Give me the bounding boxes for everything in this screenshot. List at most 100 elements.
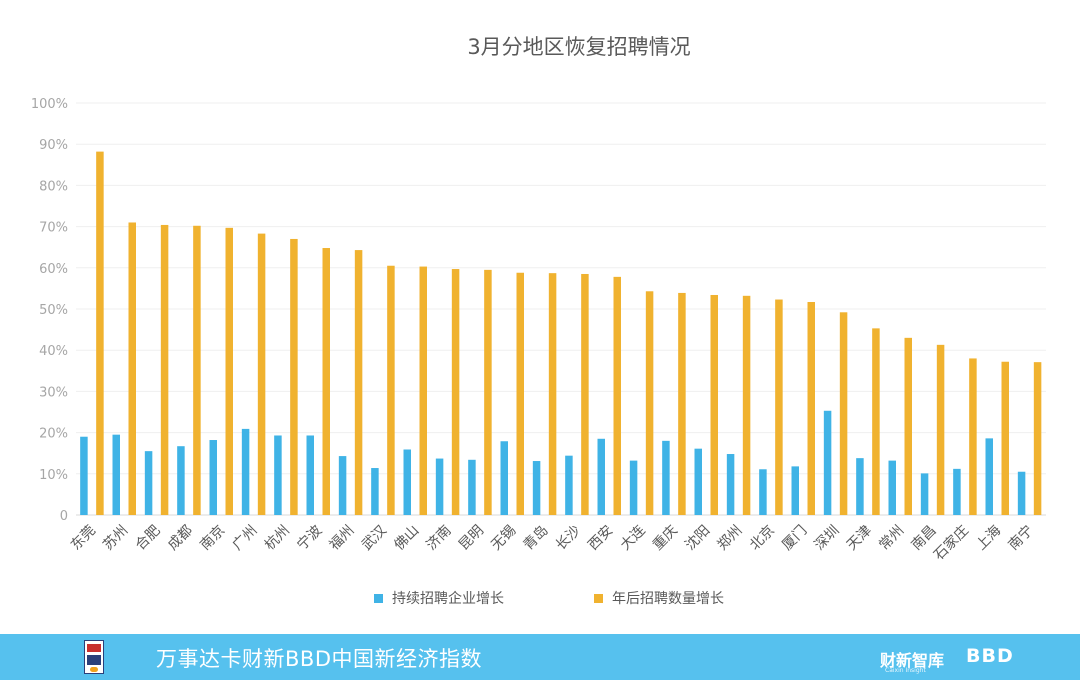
x-tick-label: 天津 <box>844 523 875 554</box>
x-tick-label: 济南 <box>424 523 455 554</box>
x-tick-label: 苏州 <box>100 523 131 554</box>
bar-series1 <box>274 435 282 515</box>
x-tick-label: 宁波 <box>294 522 326 554</box>
caixin-insight-subtitle: Caixin Insight <box>885 667 926 674</box>
bar-series1 <box>565 455 573 515</box>
x-axis: 东莞 苏州 合肥 成都 南京 广州 杭州 宁波 福州 武汉 佛山 济南 昆明 无锡 青岛 长沙 西安 大连 重庆 沈阳… <box>68 522 1037 564</box>
bar-series1 <box>888 460 896 515</box>
bar-series2 <box>613 276 621 515</box>
bars <box>80 151 1042 516</box>
bar-series2 <box>678 292 686 515</box>
x-tick-label: 东莞 <box>68 523 99 554</box>
x-tick-label: 常州 <box>876 523 907 554</box>
x-tick-label: 昆明 <box>456 523 487 554</box>
y-tick-label: 70% <box>39 221 68 236</box>
bar-series1 <box>403 449 411 515</box>
y-tick-label: 0 <box>60 509 68 524</box>
x-tick-label: 北京 <box>747 523 778 554</box>
footer-title: 万事达卡财新BBD中国新经济指数 <box>156 647 482 671</box>
x-tick-label: 武汉 <box>359 523 390 554</box>
bar-series2 <box>387 265 395 515</box>
bar-series2 <box>742 295 751 515</box>
bar-series1 <box>209 440 217 515</box>
bar-series1 <box>112 434 120 515</box>
y-tick-label: 100% <box>31 97 68 112</box>
bar-series2 <box>936 344 945 515</box>
bar-series1 <box>338 456 347 515</box>
x-tick-label: 佛山 <box>391 523 422 554</box>
x-tick-label: 沈阳 <box>682 523 713 554</box>
x-tick-label: 厦门 <box>779 523 810 554</box>
bar-series1 <box>500 441 508 515</box>
bar-series1 <box>662 440 670 515</box>
x-tick-label: 重庆 <box>650 523 681 554</box>
bar-series1 <box>1017 471 1026 515</box>
legend-swatch-series1 <box>374 594 383 603</box>
bar-series2 <box>548 273 557 515</box>
bar-series2 <box>419 266 427 515</box>
x-tick-label: 广州 <box>230 523 261 554</box>
x-tick-label: 石家庄 <box>930 522 972 564</box>
x-tick-label: 福州 <box>327 523 358 554</box>
legend-label-series2: 年后招聘数量增长 <box>612 591 724 607</box>
bar-series2 <box>484 269 492 515</box>
nei-logo-icon <box>84 640 104 674</box>
bar-series1 <box>80 436 88 515</box>
bar-series2 <box>1033 362 1042 515</box>
bar-series1 <box>823 410 832 515</box>
bar-series2 <box>322 248 330 516</box>
x-tick-label: 西安 <box>585 523 616 554</box>
bar-series1 <box>371 468 379 515</box>
bar-series2 <box>160 224 169 515</box>
bar-series2 <box>872 328 880 515</box>
bar-series2 <box>128 222 136 516</box>
chart-title: 3月分地区恢复招聘情况 <box>467 35 690 59</box>
bar-series1 <box>985 438 993 515</box>
chart: 3月分地区恢复招聘情况 0 10% 20% 30% 40% 50% 60% 70% 80% 90%… <box>31 35 1046 607</box>
gridlines <box>76 102 1046 516</box>
bar-series1 <box>953 468 961 515</box>
bar-series2 <box>775 299 783 515</box>
bar-series1 <box>759 469 767 515</box>
bar-series1 <box>435 458 444 515</box>
y-tick-label: 50% <box>39 303 68 318</box>
y-tick-label: 40% <box>39 344 68 359</box>
bar-series2 <box>1001 361 1009 515</box>
bar-series2 <box>904 337 912 515</box>
bar-series2 <box>807 301 815 515</box>
legend: 持续招聘企业增长 年后招聘数量增长 <box>374 590 724 607</box>
y-tick-label: 60% <box>39 262 68 277</box>
bar-series1 <box>856 458 864 515</box>
bar-series2 <box>225 227 233 515</box>
bar-series1 <box>144 451 153 515</box>
bar-series2 <box>290 238 298 515</box>
x-tick-label: 成都 <box>165 523 196 554</box>
bar-series1 <box>629 460 638 515</box>
x-tick-label: 杭州 <box>262 523 293 554</box>
bar-series1 <box>694 448 702 515</box>
y-axis: 0 10% 20% 30% 40% 50% 60% 70% 80% 90% 100% <box>31 97 68 524</box>
bar-series2 <box>451 269 460 515</box>
bbd-logo: BBD <box>966 645 1014 667</box>
x-tick-label: 郑州 <box>715 523 746 554</box>
bar-series1 <box>177 446 185 515</box>
x-tick-label: 深圳 <box>812 523 843 554</box>
x-tick-label: 南京 <box>197 523 228 554</box>
bar-series2 <box>710 294 718 515</box>
y-tick-label: 90% <box>39 138 68 153</box>
x-tick-label: 南宁 <box>1005 522 1037 554</box>
x-tick-label: 青岛 <box>521 523 552 554</box>
bar-series2 <box>969 358 977 515</box>
caixin-insight-logo: 财新智库 <box>880 651 945 670</box>
bar-series1 <box>726 454 735 515</box>
x-tick-label: 大连 <box>618 523 649 554</box>
bar-series2 <box>96 151 104 515</box>
bar-series2 <box>516 272 524 515</box>
bar-series1 <box>532 461 541 515</box>
y-tick-label: 10% <box>39 468 68 483</box>
x-tick-label: 长沙 <box>553 523 584 554</box>
bar-series2 <box>354 250 363 516</box>
legend-label-series1: 持续招聘企业增长 <box>392 590 504 607</box>
bar-series2 <box>193 225 201 515</box>
bar-series2 <box>839 312 848 515</box>
